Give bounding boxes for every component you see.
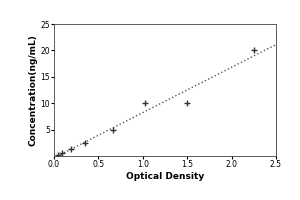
X-axis label: Optical Density: Optical Density (126, 172, 204, 181)
Y-axis label: Concentration(ng/mL): Concentration(ng/mL) (28, 34, 38, 146)
